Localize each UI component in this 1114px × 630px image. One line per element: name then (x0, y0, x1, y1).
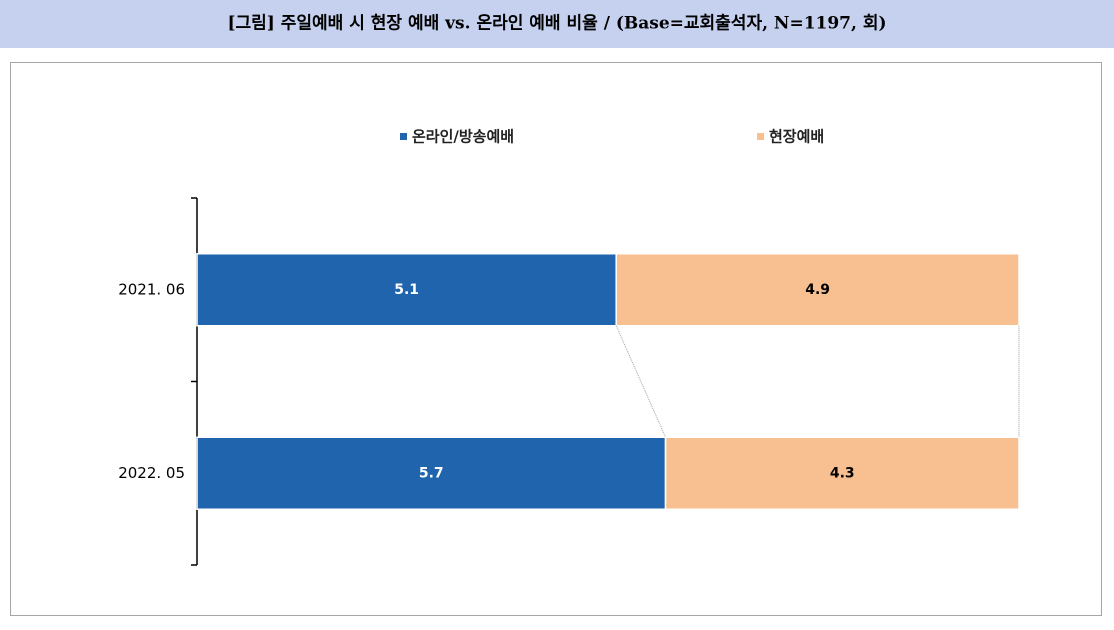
series-line (615, 325, 666, 438)
bar-segment (196, 436, 667, 510)
bar-segment (664, 436, 1020, 510)
bar-segment (196, 253, 617, 327)
data-label: 4.3 (830, 465, 855, 481)
data-label: 4.9 (805, 282, 830, 298)
y-tick-label: 2022. 05 (118, 464, 185, 482)
legend-label: 온라인/방송예배 (412, 128, 514, 146)
title-banner (0, 0, 1114, 48)
plot-frame (10, 62, 1102, 616)
data-label: 5.1 (394, 282, 419, 298)
data-label: 5.7 (419, 465, 444, 481)
legend-label: 현장예배 (769, 128, 824, 146)
bar-segment (615, 253, 1020, 327)
legend-swatch (400, 133, 407, 140)
legend-swatch (757, 133, 764, 140)
y-tick-label: 2021. 06 (118, 280, 185, 298)
chart-title: [그림] 주일예배 시 현장 예배 vs. 온라인 예배 비율 / (Base=… (227, 14, 886, 34)
